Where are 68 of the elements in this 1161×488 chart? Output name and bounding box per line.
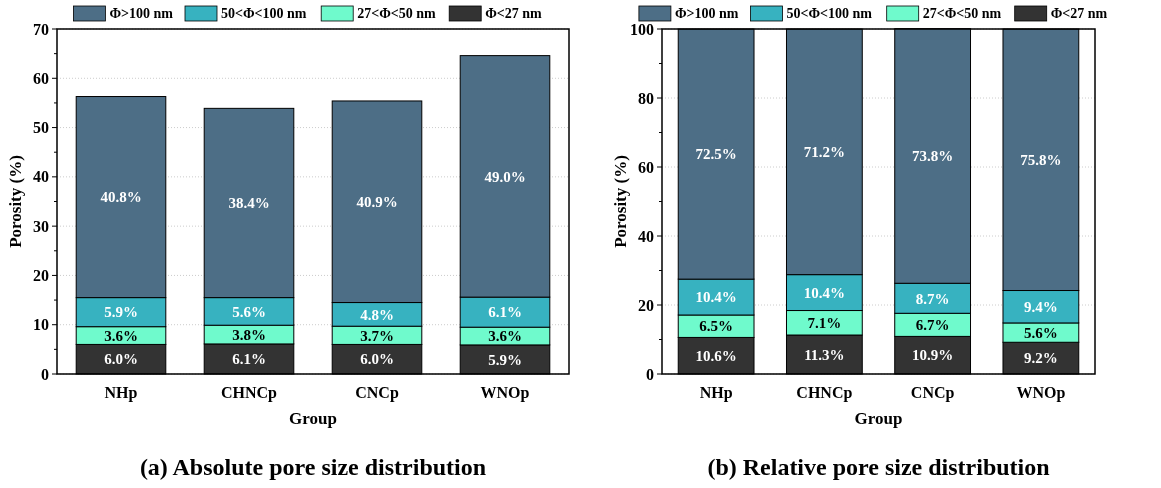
text: (b) Relative pore size distribution — [707, 454, 1050, 480]
x-tick-label: CHNCp — [796, 384, 853, 402]
y-tick-label: 0 — [646, 365, 654, 383]
x-tick-label: CHNCp — [220, 384, 278, 402]
data-label: 72.5% — [695, 146, 737, 163]
y-tick-label: 20 — [33, 267, 49, 285]
data-label: 7.1% — [807, 315, 842, 332]
legend-label: Φ>100 nm — [109, 6, 174, 21]
data-label: 10.9% — [912, 347, 954, 364]
y-tick-label: 0 — [41, 365, 49, 383]
y-tick-label: 70 — [33, 20, 49, 38]
y-tick-label: 60 — [638, 158, 654, 176]
x-tick-label: NHp — [699, 384, 733, 402]
y-tick-label: 30 — [33, 217, 49, 235]
y-axis-title: Porosity (%) — [611, 155, 630, 248]
x-axis-title: Group — [854, 409, 903, 428]
data-label: 40.9% — [356, 194, 398, 210]
data-label: 6.1% — [488, 304, 522, 321]
data-label: 4.8% — [360, 306, 394, 323]
y-tick-label: 100 — [630, 20, 654, 38]
x-tick-label: CNCp — [910, 384, 955, 402]
data-label: 3.7% — [360, 327, 394, 344]
x-tick-label: WNOp — [480, 384, 530, 402]
data-label: 6.5% — [699, 318, 733, 335]
y-tick-label: 40 — [638, 227, 654, 245]
data-label: 6.0% — [360, 351, 394, 368]
data-label: 6.1% — [232, 351, 266, 368]
data-label: 8.7% — [915, 290, 950, 307]
legend-label: 50<Φ<100 nm — [221, 6, 307, 21]
data-label: 10.4% — [695, 289, 737, 306]
x-tick-label: CNCp — [355, 384, 399, 402]
legend-label: 50<Φ<100 nm — [786, 6, 873, 21]
data-label: 5.9% — [104, 304, 138, 321]
data-label: 11.3% — [804, 346, 845, 363]
data-label: 6.7% — [915, 317, 950, 334]
legend-label: Φ<27 nm — [1050, 6, 1108, 21]
y-tick-label: 50 — [33, 119, 49, 137]
data-label: 6.0% — [104, 351, 138, 368]
data-label: 9.2% — [1024, 350, 1058, 367]
data-label: 9.4% — [1024, 298, 1058, 315]
data-label: 10.6% — [695, 347, 737, 364]
data-label: 3.6% — [104, 327, 138, 344]
data-label: 71.2% — [803, 144, 845, 161]
y-tick-label: 10 — [33, 316, 49, 334]
x-tick-label: NHp — [104, 384, 138, 402]
data-label: 38.4% — [228, 195, 270, 212]
y-axis-title: Porosity (%) — [6, 155, 25, 248]
data-label: 5.6% — [1024, 324, 1058, 341]
legend-label: 27<Φ<50 nm — [922, 6, 1002, 21]
data-label: 5.9% — [488, 351, 522, 368]
y-tick-label: 40 — [33, 168, 49, 186]
data-label: 73.8% — [912, 148, 954, 165]
data-label: 49.0% — [484, 168, 526, 185]
x-axis-title: Group — [289, 409, 337, 428]
data-label: 40.8% — [100, 189, 142, 206]
data-label: 5.6% — [232, 303, 266, 320]
legend-label: 27<Φ<50 nm — [357, 6, 437, 21]
x-tick-label: WNOp — [1016, 384, 1066, 402]
data-label: 10.4% — [803, 284, 845, 301]
legend-label: Φ>100 nm — [674, 6, 739, 21]
legend-label: Φ<27 nm — [485, 6, 543, 21]
text: (a) Absolute pore size distribution — [139, 454, 487, 480]
data-label: 75.8% — [1020, 152, 1062, 169]
data-label: 3.8% — [232, 326, 266, 343]
y-tick-label: 60 — [33, 69, 49, 87]
data-label: 3.6% — [488, 328, 522, 345]
y-tick-label: 20 — [638, 296, 654, 314]
y-tick-label: 80 — [638, 89, 654, 107]
